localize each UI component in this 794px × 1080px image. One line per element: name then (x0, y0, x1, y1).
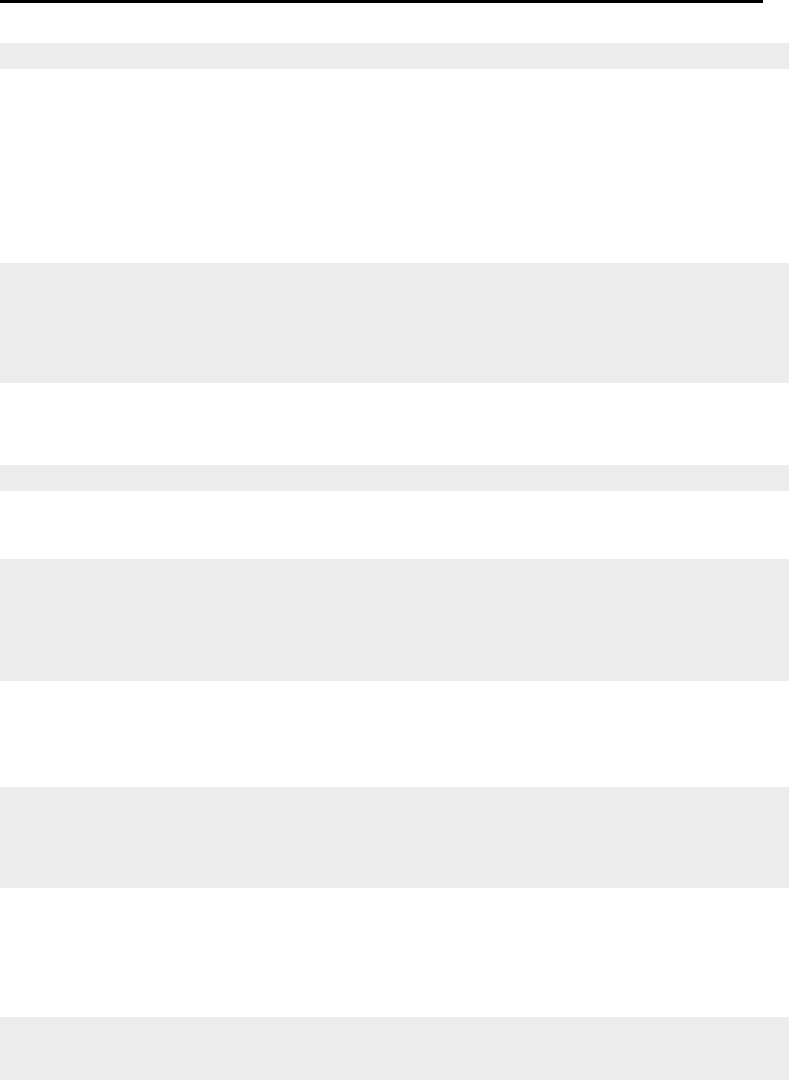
content-placeholder-band (0, 43, 789, 69)
content-placeholder-band (0, 559, 789, 681)
content-placeholder-band (0, 263, 789, 383)
content-placeholder-band (0, 465, 789, 491)
content-placeholder-band (0, 1017, 789, 1080)
content-placeholder-band (0, 787, 789, 888)
top-horizontal-rule (0, 0, 763, 3)
